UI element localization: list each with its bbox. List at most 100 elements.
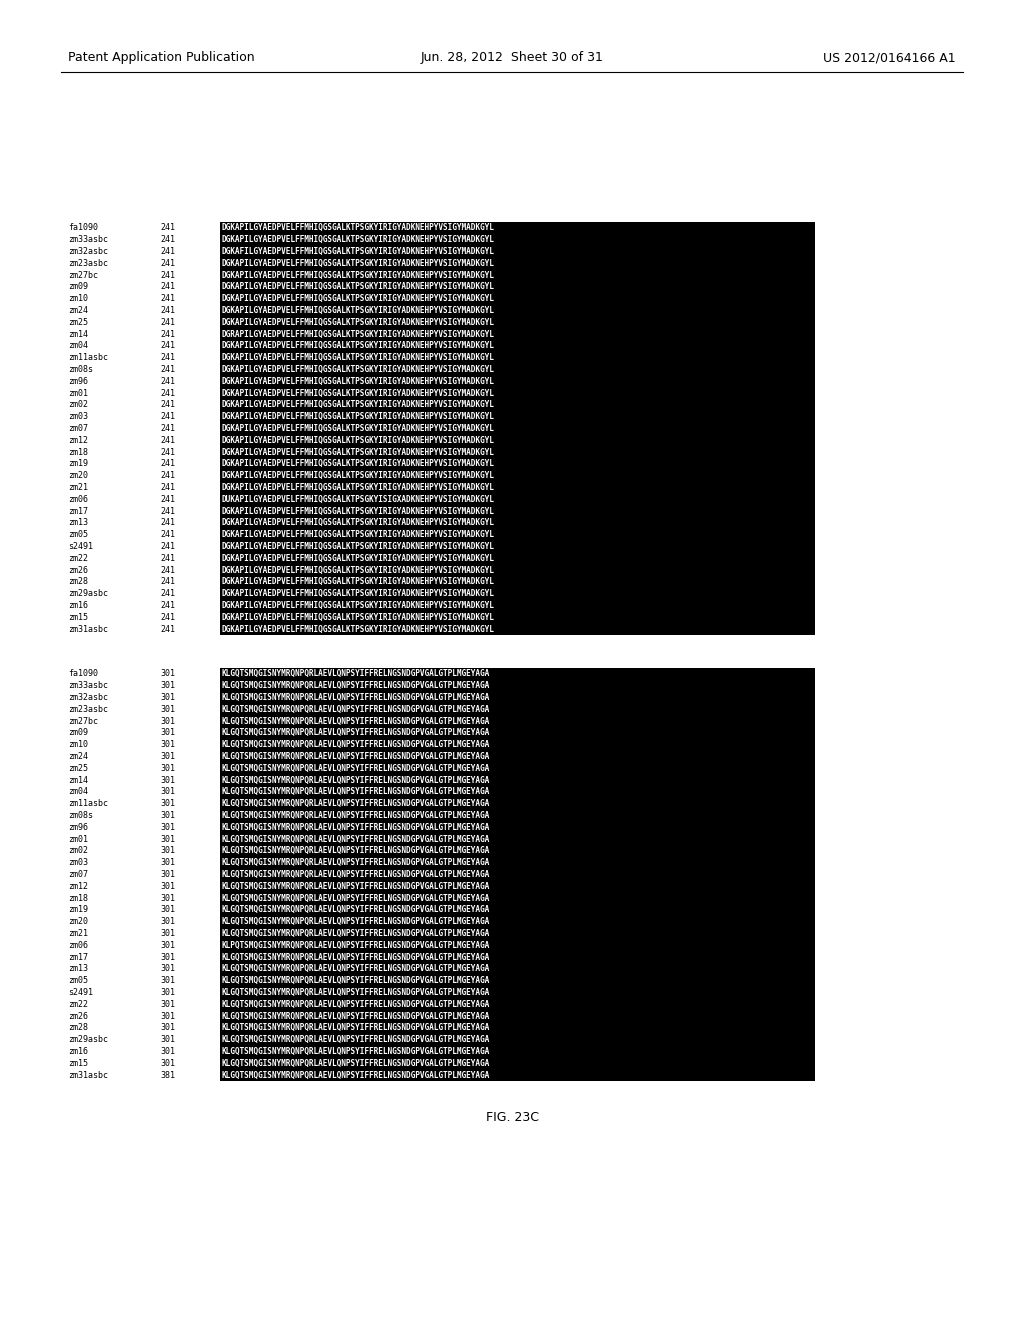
- Text: 241: 241: [160, 282, 175, 292]
- Text: zm27bc: zm27bc: [68, 717, 98, 726]
- Text: DGKAPILGYAEDPVELFFMHIQGSGALKTPSGKYIRIGYADKNEHPYVSIGYMADKGYL: DGKAPILGYAEDPVELFFMHIQGSGALKTPSGKYIRIGYA…: [222, 459, 495, 469]
- Bar: [220, 222, 815, 234]
- Text: zm22: zm22: [68, 999, 88, 1008]
- Text: 301: 301: [160, 929, 175, 939]
- Text: 241: 241: [160, 483, 175, 492]
- Bar: [220, 599, 815, 611]
- Bar: [220, 587, 815, 599]
- Text: zm28: zm28: [68, 1023, 88, 1032]
- Bar: [220, 305, 815, 317]
- Text: 301: 301: [160, 1035, 175, 1044]
- Text: zm23asbc: zm23asbc: [68, 259, 108, 268]
- Text: zm96: zm96: [68, 822, 88, 832]
- Text: zm01: zm01: [68, 834, 88, 843]
- Text: zm07: zm07: [68, 424, 88, 433]
- Text: KLGQTSMQGISNYMRQNPQRLAEVLQNPSYIFFRELNGSNDGPVGALGTPLMGEYAGA: KLGQTSMQGISNYMRQNPQRLAEVLQNPSYIFFRELNGSN…: [222, 764, 490, 772]
- Text: zm31asbc: zm31asbc: [68, 1071, 108, 1080]
- Bar: [220, 857, 815, 869]
- Bar: [220, 892, 815, 904]
- Text: DGKAPILGYAEDPVELFFMHIQGSGALKTPSGKYIRIGYADKNEHPYVSIGYMADKGYL: DGKAPILGYAEDPVELFFMHIQGSGALKTPSGKYIRIGYA…: [222, 507, 495, 516]
- Text: zm27bc: zm27bc: [68, 271, 98, 280]
- Bar: [220, 974, 815, 986]
- Text: zm08s: zm08s: [68, 366, 93, 374]
- Text: zm96: zm96: [68, 376, 88, 385]
- Bar: [220, 998, 815, 1010]
- Text: 241: 241: [160, 400, 175, 409]
- Text: DGKAPILGYAEDPVELFFMHIQGSGALKTPSGKYIRIGYADKNEHPYVSIGYMADKGYL: DGKAPILGYAEDPVELFFMHIQGSGALKTPSGKYIRIGYA…: [222, 354, 495, 362]
- Text: zm18: zm18: [68, 894, 88, 903]
- Text: 241: 241: [160, 259, 175, 268]
- Text: 301: 301: [160, 834, 175, 843]
- Bar: [220, 363, 815, 375]
- Text: 241: 241: [160, 447, 175, 457]
- Text: zm13: zm13: [68, 965, 88, 973]
- Text: DGKAPILGYAEDPVELFFMHIQGSGALKTPSGKYIRIGYADKNEHPYVSIGYMADKGYL: DGKAPILGYAEDPVELFFMHIQGSGALKTPSGKYIRIGYA…: [222, 624, 495, 634]
- Text: DGKAPILGYAEDPVELFFMHIQGSGALKTPSGKYIRIGYADKNEHPYVSIGYMADKGYL: DGKAPILGYAEDPVELFFMHIQGSGALKTPSGKYIRIGYA…: [222, 471, 495, 480]
- Bar: [220, 704, 815, 715]
- Text: KLGQTSMQGISNYMRQNPQRLAEVLQNPSYIFFRELNGSNDGPVGALGTPLMGEYAGA: KLGQTSMQGISNYMRQNPQRLAEVLQNPSYIFFRELNGSN…: [222, 1047, 490, 1056]
- Text: DGKAPILGYAEDPVELFFMHIQGSGALKTPSGKYIRIGYADKNEHPYVSIGYMADKGYL: DGKAPILGYAEDPVELFFMHIQGSGALKTPSGKYIRIGYA…: [222, 601, 495, 610]
- Text: DGKAPILGYAEDPVELFFMHIQGSGALKTPSGKYIRIGYADKNEHPYVSIGYMADKGYL: DGKAPILGYAEDPVELFFMHIQGSGALKTPSGKYIRIGYA…: [222, 235, 495, 244]
- Text: DGKAPILGYAEDPVELFFMHIQGSGALKTPSGKYIRIGYADKNEHPYVSIGYMADKGYL: DGKAPILGYAEDPVELFFMHIQGSGALKTPSGKYIRIGYA…: [222, 306, 495, 315]
- Text: DGKAPILGYAEDPVELFFMHIQGSGALKTPSGKYIRIGYADKNEHPYVSIGYMADKGYL: DGKAPILGYAEDPVELFFMHIQGSGALKTPSGKYIRIGYA…: [222, 412, 495, 421]
- Text: zm17: zm17: [68, 507, 88, 516]
- Text: 301: 301: [160, 1023, 175, 1032]
- Text: DGKAPILGYAEDPVELFFMHIQGSGALKTPSGKYIRIGYADKNEHPYVSIGYMADKGYL: DGKAPILGYAEDPVELFFMHIQGSGALKTPSGKYIRIGYA…: [222, 366, 495, 374]
- Text: DGKAPILGYAEDPVELFFMHIQGSGALKTPSGKYIRIGYADKNEHPYVSIGYMADKGYL: DGKAPILGYAEDPVELFFMHIQGSGALKTPSGKYIRIGYA…: [222, 400, 495, 409]
- Text: 241: 241: [160, 577, 175, 586]
- Text: KLGQTSMQGISNYMRQNPQRLAEVLQNPSYIFFRELNGSNDGPVGALGTPLMGEYAGA: KLGQTSMQGISNYMRQNPQRLAEVLQNPSYIFFRELNGSN…: [222, 729, 490, 738]
- Text: KLGQTSMQGISNYMRQNPQRLAEVLQNPSYIFFRELNGSNDGPVGALGTPLMGEYAGA: KLGQTSMQGISNYMRQNPQRLAEVLQNPSYIFFRELNGSN…: [222, 810, 490, 820]
- Text: DGKAPILGYAEDPVELFFMHIQGSGALKTPSGKYIRIGYADKNEHPYVSIGYMADKGYL: DGKAPILGYAEDPVELFFMHIQGSGALKTPSGKYIRIGYA…: [222, 294, 495, 304]
- Text: zm32asbc: zm32asbc: [68, 693, 108, 702]
- Text: 241: 241: [160, 366, 175, 374]
- Text: zm26: zm26: [68, 1011, 88, 1020]
- Bar: [220, 775, 815, 785]
- Text: 241: 241: [160, 565, 175, 574]
- Text: 241: 241: [160, 330, 175, 339]
- Text: DGKAPILGYAEDPVELFFMHIQGSGALKTPSGKYIRIGYADKNEHPYVSIGYMADKGYL: DGKAPILGYAEDPVELFFMHIQGSGALKTPSGKYIRIGYA…: [222, 554, 495, 562]
- Text: 301: 301: [160, 1047, 175, 1056]
- Text: 301: 301: [160, 894, 175, 903]
- Bar: [220, 446, 815, 458]
- Text: zm19: zm19: [68, 459, 88, 469]
- Text: zm01: zm01: [68, 388, 88, 397]
- Text: Jun. 28, 2012  Sheet 30 of 31: Jun. 28, 2012 Sheet 30 of 31: [421, 51, 603, 65]
- Text: 241: 241: [160, 247, 175, 256]
- Bar: [220, 845, 815, 857]
- Bar: [220, 833, 815, 845]
- Bar: [220, 940, 815, 952]
- Text: zm16: zm16: [68, 1047, 88, 1056]
- Text: KLGQTSMQGISNYMRQNPQRLAEVLQNPSYIFFRELNGSNDGPVGALGTPLMGEYAGA: KLGQTSMQGISNYMRQNPQRLAEVLQNPSYIFFRELNGSN…: [222, 906, 490, 915]
- Text: KLGQTSMQGISNYMRQNPQRLAEVLQNPSYIFFRELNGSNDGPVGALGTPLMGEYAGA: KLGQTSMQGISNYMRQNPQRLAEVLQNPSYIFFRELNGSN…: [222, 752, 490, 762]
- Text: zm15: zm15: [68, 612, 88, 622]
- Text: 241: 241: [160, 436, 175, 445]
- Text: 301: 301: [160, 965, 175, 973]
- Text: 241: 241: [160, 519, 175, 528]
- Bar: [220, 880, 815, 892]
- Bar: [220, 494, 815, 506]
- Bar: [220, 739, 815, 751]
- Bar: [220, 517, 815, 529]
- Text: 301: 301: [160, 693, 175, 702]
- Text: zm04: zm04: [68, 788, 88, 796]
- Bar: [220, 916, 815, 928]
- Text: 241: 241: [160, 495, 175, 504]
- Bar: [220, 928, 815, 940]
- Text: 301: 301: [160, 752, 175, 762]
- Text: 241: 241: [160, 376, 175, 385]
- Text: FIG. 23C: FIG. 23C: [485, 1111, 539, 1125]
- Bar: [220, 564, 815, 576]
- Text: 301: 301: [160, 906, 175, 915]
- Text: zm15: zm15: [68, 1059, 88, 1068]
- Text: KLGQTSMQGISNYMRQNPQRLAEVLQNPSYIFFRELNGSNDGPVGALGTPLMGEYAGA: KLGQTSMQGISNYMRQNPQRLAEVLQNPSYIFFRELNGSN…: [222, 1059, 490, 1068]
- Text: zm21: zm21: [68, 483, 88, 492]
- Text: zm02: zm02: [68, 846, 88, 855]
- Text: s2491: s2491: [68, 543, 93, 550]
- Text: zm06: zm06: [68, 941, 88, 950]
- Text: KLGQTSMQGISNYMRQNPQRLAEVLQNPSYIFFRELNGSNDGPVGALGTPLMGEYAGA: KLGQTSMQGISNYMRQNPQRLAEVLQNPSYIFFRELNGSN…: [222, 870, 490, 879]
- Text: zm10: zm10: [68, 741, 88, 750]
- Text: 301: 301: [160, 717, 175, 726]
- Text: zm33asbc: zm33asbc: [68, 235, 108, 244]
- Bar: [220, 246, 815, 257]
- Bar: [220, 541, 815, 552]
